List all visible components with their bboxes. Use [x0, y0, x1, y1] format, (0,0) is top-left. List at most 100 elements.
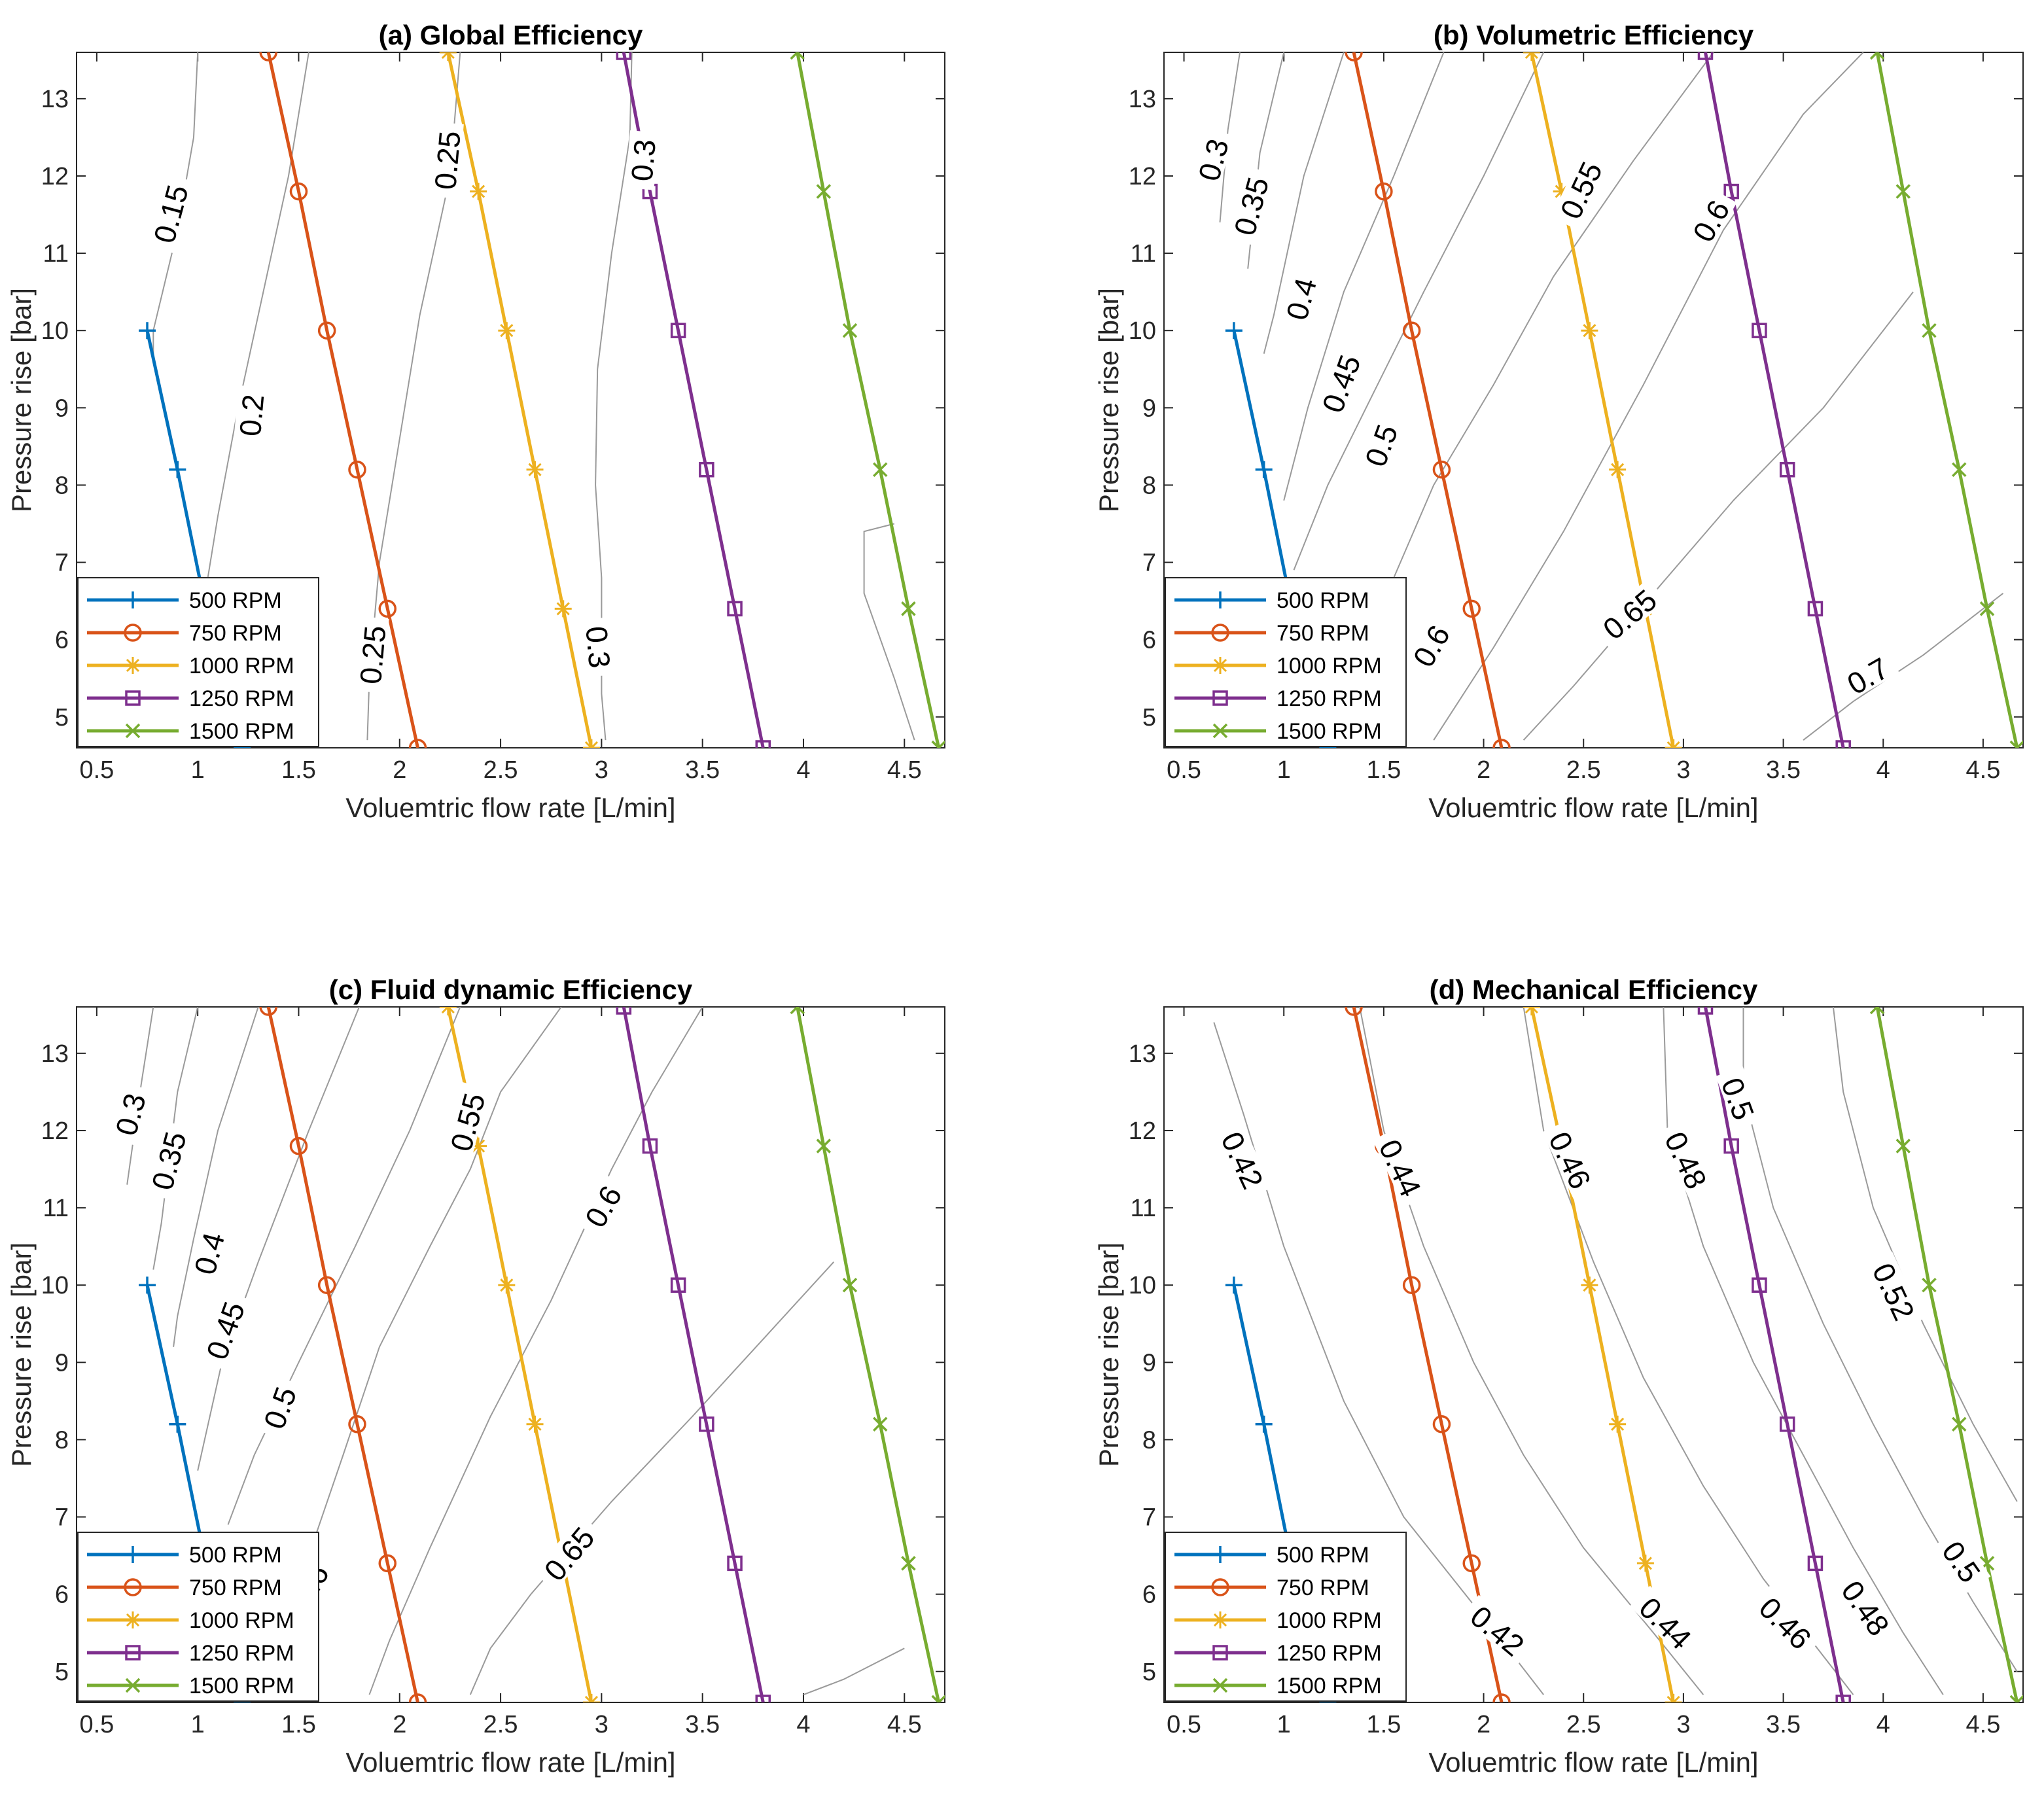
contour-line — [1523, 291, 1914, 741]
plot-content: 0.30.350.40.450.50.550.60.60.65 — [107, 1007, 945, 1702]
data-point — [169, 461, 186, 478]
y-tick-label: 10 — [1129, 317, 1156, 345]
panel-mechanical-efficiency: 0.5 1 1.5 2 2.5 3 3.5 4 4.5 5 6 7 8 9 10 11 12 13 Voluemtr… — [1093, 974, 2024, 1778]
legend-entry: 500 RPM — [189, 1543, 282, 1568]
contour-label-bg — [1658, 1119, 1716, 1200]
contour-label-bg — [1865, 1251, 1924, 1331]
y-tick-label: 9 — [55, 1349, 69, 1377]
x-tick-label: 1 — [1277, 1711, 1291, 1738]
contour-line — [1263, 52, 1345, 354]
data-point — [755, 740, 771, 748]
y-tick-label: 12 — [1129, 163, 1156, 190]
contour-label-bg — [1749, 1585, 1823, 1659]
legend-entry: 750 RPM — [1277, 621, 1369, 646]
y-tick-label: 12 — [1129, 1117, 1156, 1145]
contour-label-group: 0.4 — [186, 1222, 231, 1285]
legend-marker — [1212, 723, 1228, 739]
data-point — [1752, 323, 1767, 338]
data-point — [1779, 462, 1795, 478]
legend-entry: 1500 RPM — [189, 1674, 294, 1698]
contour-line — [227, 1007, 461, 1525]
contour-label-bg — [625, 130, 660, 190]
contour-label-bg — [353, 616, 389, 694]
legend: 500 RPM 750 RPM 1000 RPM 1250 RPM 1500 RPM — [77, 577, 319, 747]
data-point — [1835, 740, 1851, 748]
y-tick-label: 5 — [1142, 704, 1156, 731]
data-point — [616, 1007, 632, 1015]
data-point — [1723, 1138, 1739, 1154]
contour-label: 0.3 — [579, 625, 616, 669]
data-point — [727, 601, 743, 617]
data-point — [901, 601, 916, 616]
data-point — [2009, 1695, 2023, 1702]
data-point — [317, 1276, 336, 1294]
data-point — [670, 1277, 686, 1293]
series-line — [446, 52, 593, 748]
data-point — [1553, 183, 1570, 200]
x-tick-label: 0.5 — [79, 756, 114, 784]
data-point — [259, 52, 277, 62]
x-tick-label: 4 — [1877, 1711, 1890, 1738]
legend-marker — [1212, 1645, 1228, 1661]
legend: 500 RPM 750 RPM 1000 RPM 1250 RPM 1500 RPM — [77, 1532, 319, 1702]
data-point — [1581, 1276, 1598, 1294]
contour-label: 0.2 — [233, 393, 270, 438]
legend-marker — [124, 624, 142, 642]
data-point — [1609, 1415, 1627, 1433]
legend-marker — [124, 1546, 141, 1563]
y-tick-label: 9 — [1142, 395, 1156, 422]
data-point — [1952, 1416, 1967, 1432]
data-point — [616, 52, 632, 60]
contour-label-bg — [1716, 1066, 1763, 1131]
x-tick-label: 0.5 — [1167, 756, 1201, 784]
contour-label-bg — [429, 122, 464, 199]
x-axis-label: Voluemtric flow rate [L/min] — [345, 792, 675, 823]
data-point — [1752, 1277, 1767, 1293]
contour-line — [126, 1007, 154, 1185]
legend-marker — [1211, 624, 1229, 642]
contour-label-bg — [1460, 1594, 1536, 1665]
series-line — [622, 1007, 765, 1702]
data-point — [289, 182, 308, 201]
contour-label-group: 0.42 — [1460, 1594, 1536, 1665]
chart-title: (d) Mechanical Efficiency — [1430, 974, 1758, 1005]
x-tick-label: 3.5 — [685, 756, 720, 784]
contour-line — [1293, 52, 1545, 571]
panel-fluid-dynamic-efficiency: 0.5 1 1.5 2 2.5 3 3.5 4 4.5 5 6 7 8 9 10 11 12 13 Voluemtr… — [6, 974, 945, 1778]
x-tick-label: 0.5 — [79, 1711, 114, 1738]
contour-label-bg — [1683, 188, 1737, 253]
legend-box — [77, 577, 319, 747]
series-line — [1875, 1007, 2019, 1702]
y-tick-label: 7 — [1142, 550, 1156, 577]
contour-label-group: 0.42 — [1214, 1119, 1273, 1200]
data-point — [699, 1416, 714, 1432]
data-point — [790, 1007, 805, 1015]
x-tick-label: 2.5 — [484, 756, 518, 784]
data-point — [1807, 1555, 1824, 1572]
x-axis-label: Voluemtric flow rate [L/min] — [1428, 1747, 1758, 1778]
y-tick-label: 6 — [55, 1581, 69, 1609]
x-tick-label: 1 — [191, 756, 205, 784]
legend-marker — [125, 1645, 141, 1661]
contour-label-bg — [1835, 648, 1899, 702]
y-axis-label: Pressure rise [bar] — [6, 1242, 37, 1467]
contour-label-bg — [1933, 1529, 1991, 1593]
x-tick-label: 1 — [191, 1711, 205, 1738]
y-tick-label: 13 — [1129, 1040, 1156, 1068]
data-point — [873, 462, 888, 478]
legend-marker — [1212, 1611, 1229, 1628]
data-point — [317, 321, 336, 340]
y-tick-label: 10 — [41, 317, 69, 345]
data-point — [289, 1136, 308, 1155]
y-axis-label: Pressure rise [bar] — [6, 288, 37, 512]
data-point — [816, 1138, 832, 1153]
series-line — [266, 52, 419, 748]
y-tick-label: 5 — [1142, 1659, 1156, 1686]
x-tick-label: 2.5 — [1566, 1711, 1601, 1738]
contour-label-group: 0.3 — [625, 130, 662, 190]
x-tick-label: 4.5 — [887, 756, 922, 784]
contour-label-group: 0.25 — [428, 122, 467, 199]
series-line — [796, 52, 941, 748]
x-tick-label: 2 — [393, 1711, 406, 1738]
contour-line — [469, 1261, 835, 1695]
